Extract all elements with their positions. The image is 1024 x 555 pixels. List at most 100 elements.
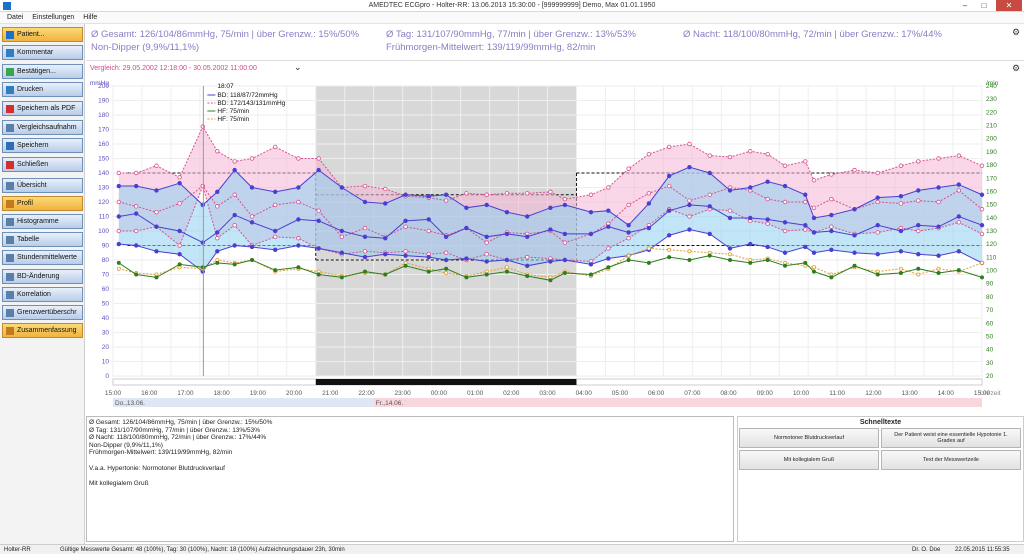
x-tick-label: 18:00 xyxy=(213,390,230,397)
current-sys-point xyxy=(765,179,770,184)
compare-map-point xyxy=(916,228,921,234)
quick-gruss-button[interactable]: Mit kollegialem Gruß xyxy=(739,450,879,470)
x-tick-label: 02:00 xyxy=(503,390,520,397)
compare-sys-point xyxy=(748,149,753,154)
x-tick-label: 00:00 xyxy=(431,390,448,397)
current-hr-point xyxy=(875,272,880,277)
compare-sys-point xyxy=(154,163,159,168)
current-sys-point xyxy=(916,188,921,193)
sidebar-item-label: Zusammenfassung xyxy=(17,327,77,334)
current-hr-point xyxy=(936,271,941,276)
sidebar-item-correlation[interactable]: Korrelation xyxy=(2,287,83,302)
current-dia-point xyxy=(177,228,182,234)
sidebar-item-comment[interactable]: Kommentar xyxy=(2,45,83,60)
compare-hr-point xyxy=(936,266,941,271)
compare-hr-point xyxy=(811,265,816,270)
menu-einstellungen[interactable]: Einstellungen xyxy=(32,14,75,21)
compare-map-point xyxy=(979,231,985,237)
y-left-tick: 20 xyxy=(102,344,110,351)
sidebar-item-label: Drucken xyxy=(17,86,44,93)
sidebar-item-patient[interactable]: Patient... xyxy=(2,27,83,42)
compare-dia-point xyxy=(765,196,770,202)
minimize-button[interactable]: – xyxy=(962,1,968,10)
sidebar-item-limit[interactable]: Grenzwertüberschr xyxy=(2,305,83,320)
legend-label: HF: 75/min xyxy=(217,116,249,123)
current-sys-point xyxy=(898,193,904,199)
sidebar-item-save[interactable]: Speichern xyxy=(2,138,83,153)
current-hr-point xyxy=(403,263,408,268)
status-info: Gültige Messwerte Gesamt: 48 (100%), Tag… xyxy=(60,547,345,553)
y-right-tick: 60 xyxy=(986,320,994,327)
compare-dropdown-chevron-icon[interactable]: ⌄ xyxy=(294,62,302,72)
sidebar-item-close[interactable]: Schließen xyxy=(2,157,83,172)
y-right-tick: /min xyxy=(986,80,999,87)
compare-map-point xyxy=(484,251,489,257)
compare-sys-point xyxy=(215,149,220,154)
sidebar-item-label: Stundenmittelwerte xyxy=(17,254,77,261)
table-icon xyxy=(6,236,14,244)
quick-title: Schnelltexte xyxy=(859,419,902,426)
compare-dia-point xyxy=(687,198,692,203)
compare-dia-point xyxy=(273,202,278,208)
current-dia-point xyxy=(606,224,611,229)
compare-dia-point xyxy=(296,199,301,205)
current-map-line xyxy=(118,229,983,273)
current-hr-point xyxy=(626,257,631,262)
current-sys-point xyxy=(484,202,489,208)
current-map-point xyxy=(916,251,921,257)
sidebar-item-profile[interactable]: Profil xyxy=(2,196,83,211)
report-line: V.a.a. Hypertonie: Normotoner Blutdruckv… xyxy=(89,464,225,472)
y-left-tick: 150 xyxy=(98,156,109,163)
current-hr-point xyxy=(562,271,567,276)
compare-sys-point xyxy=(803,159,808,164)
compare-dia-point xyxy=(875,199,880,205)
day-label: Do.,13.06. xyxy=(115,400,145,407)
current-sys-point xyxy=(707,170,712,176)
header-gear-icon[interactable]: ⚙ xyxy=(1012,27,1021,37)
current-sys-point xyxy=(296,185,301,190)
sidebar-item-summary[interactable]: Zusammenfassung xyxy=(2,323,83,338)
compare-map-point xyxy=(403,249,408,254)
current-hr-point xyxy=(250,257,255,262)
quick-hypotonie-button[interactable]: Der Patient weist eine essentielle Hypot… xyxy=(881,428,1021,448)
sidebar-item-check[interactable]: Bestätigen... xyxy=(2,64,83,79)
sidebar-item-overview[interactable]: Übersicht xyxy=(2,178,83,193)
current-sys-point xyxy=(362,199,368,205)
current-dia-point xyxy=(383,236,388,241)
menu-datei[interactable]: Datei xyxy=(7,14,24,21)
current-dia-point xyxy=(646,225,652,231)
quick-messwert-button[interactable]: Text der Messwertzeile xyxy=(881,450,1021,470)
current-sys-point xyxy=(666,173,672,179)
menu-hilfe[interactable]: Hilfe xyxy=(83,14,98,21)
compare-map-point xyxy=(626,236,631,241)
current-map-point xyxy=(133,243,139,248)
sidebar-item-table[interactable]: Tabelle xyxy=(2,232,83,247)
status-mode: Holter-RR xyxy=(4,547,31,553)
current-map-point xyxy=(748,241,753,247)
compare-map-point xyxy=(956,220,962,225)
compare-sys-point xyxy=(727,154,733,160)
maximize-button[interactable]: □ xyxy=(981,1,987,10)
y-right-tick: 40 xyxy=(986,347,994,354)
report-text-area[interactable]: Ø Gesamt: 126/104/86mmHg, 75/min | über … xyxy=(86,416,734,542)
bp-profile-chart[interactable]: mmHg 200 190 180 170 160 150 140 130 120 110 100 90 8… xyxy=(86,78,1024,408)
current-hr-point xyxy=(504,269,509,274)
sidebar-item-bp-change[interactable]: BD-Änderung xyxy=(2,269,83,284)
current-dia-point xyxy=(403,218,408,224)
quick-normoton-button[interactable]: Normotoner Blutdruckverlauf xyxy=(739,428,879,448)
current-dia-point xyxy=(626,230,631,235)
x-tick-label: 17:00 xyxy=(177,390,194,397)
sidebar-item-pdf[interactable]: Speichern als PDF xyxy=(2,101,83,116)
sidebar-item-histogram[interactable]: Histogramme xyxy=(2,214,83,229)
sidebar-item-print[interactable]: Drucken xyxy=(2,82,83,97)
y-right-tick: 230 xyxy=(986,96,997,103)
sidebar-item-hourly[interactable]: Stundenmittelwerte xyxy=(2,250,83,265)
x-tick-label: 09:00 xyxy=(757,390,774,397)
current-sys-point xyxy=(748,185,753,190)
close-window-button[interactable]: ✕ xyxy=(996,0,1022,11)
quick-text-panel: Schnelltexte Normotoner Blutdruckverlauf… xyxy=(737,416,1024,542)
y-right-tick: 200 xyxy=(986,136,997,143)
sidebar-item-compare[interactable]: Vergleichsaufnahm xyxy=(2,120,83,135)
chart-gear-icon[interactable]: ⚙ xyxy=(1012,63,1021,73)
sidebar-item-label: Profil xyxy=(17,200,33,207)
